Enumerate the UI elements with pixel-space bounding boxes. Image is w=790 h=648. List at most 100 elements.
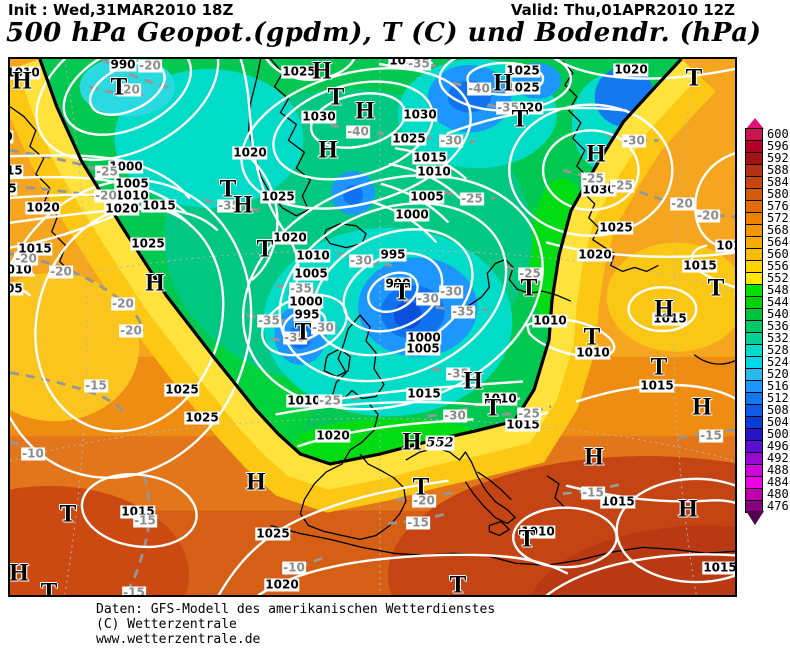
temperature-label: -20 — [670, 196, 694, 211]
pressure-label: 1015 — [10, 164, 24, 178]
pressure-label: 1005 — [405, 341, 441, 356]
colorbar-tick-label: 540 — [767, 307, 789, 321]
valid-time: Valid: Thu,01APR2010 12Z — [510, 1, 735, 19]
temperature-label: -30 — [349, 253, 373, 268]
colorbar-tick-label: 524 — [767, 355, 789, 369]
colorbar-tick-label: 556 — [767, 259, 789, 273]
pressure-label: 1015 — [702, 560, 737, 575]
pressure-center-letter: T — [110, 73, 128, 101]
pressure-label: 1020 — [104, 201, 140, 216]
temperature-label: -35 — [446, 366, 470, 381]
pressure-label: 1025 — [260, 189, 296, 204]
pressure-label: 1005 — [114, 176, 150, 191]
footer-line: Daten: GFS-Modell des amerikanischen Wet… — [96, 602, 496, 617]
temperature-label: -25 — [581, 171, 605, 186]
pressure-center-letter: H — [586, 140, 606, 168]
pressure-center-letter: H — [493, 69, 513, 97]
pressure-label: 1025 — [505, 63, 541, 78]
footer-line: www.wetterzentrale.de — [96, 632, 261, 647]
temperature-label: -15 — [699, 428, 723, 443]
pressure-center-letter: T — [219, 175, 237, 203]
pressure-label: 1030 — [581, 182, 617, 197]
temperature-label: -25 — [460, 191, 484, 206]
temperature-label: -10 — [21, 446, 45, 461]
pressure-label: 1035 — [388, 59, 424, 68]
temperature-label: -20 — [94, 188, 118, 203]
pressure-label: 1015 — [10, 182, 18, 196]
colorbar-tick-label: 532 — [767, 331, 789, 345]
temperature-label: -20 — [696, 208, 720, 223]
temperature-label: -30 — [622, 133, 646, 148]
temperature-label: -20 — [49, 264, 73, 279]
colorbar-tick-label: 508 — [767, 403, 789, 417]
pressure-center-letter: H — [312, 57, 332, 85]
temperature-label: -40 — [346, 124, 370, 139]
pressure-center-letter: T — [484, 394, 502, 422]
temperature-label: -35 — [283, 330, 307, 345]
pressure-label: 1015 — [600, 494, 636, 509]
pressure-label: 1020 — [264, 577, 300, 592]
colorbar-tick-label: 492 — [767, 451, 789, 465]
pressure-label: 1025 — [598, 220, 634, 235]
pressure-label: 1025 — [505, 80, 541, 95]
pressure-label: 1025 — [281, 64, 317, 79]
temperature-label: -40 — [467, 81, 491, 96]
colorbar-tick-label: 552 — [767, 271, 789, 285]
colorbar-tick-label: 496 — [767, 439, 789, 453]
pressure-center-letter: T — [327, 83, 345, 111]
pressure-center-letter: H — [9, 559, 29, 587]
pressure-center-letter: T — [412, 473, 430, 501]
colorbar-arrow-up-icon — [746, 118, 764, 129]
colorbar-arrow-down-icon — [746, 511, 764, 525]
pressure-center-letter: T — [520, 274, 538, 302]
colorbar-tick-label: 588 — [767, 163, 789, 177]
colorbar-tick-label: 572 — [767, 211, 789, 225]
pressure-center-letter: T — [583, 323, 601, 351]
pressure-label: 1000 — [406, 330, 442, 345]
temperature-label: -30 — [416, 291, 440, 306]
pressure-label: 1010 — [114, 188, 150, 203]
colorbar-tick-label: 480 — [767, 487, 789, 501]
pressure-label: 1005 — [10, 282, 24, 296]
colorbar-tick-label: 560 — [767, 247, 789, 261]
pressure-center-letter: T — [40, 578, 58, 597]
temperature-label: -30 — [311, 320, 335, 335]
colorbar-tick-label: 476 — [767, 499, 789, 513]
pressure-center-letter: H — [355, 97, 375, 125]
pressure-label: 1015 — [406, 386, 442, 401]
pressure-label: 1000 — [394, 207, 430, 222]
colorbar-tick-label: 504 — [767, 415, 789, 429]
temperature-label: -20 — [138, 58, 162, 73]
map-graphics — [10, 59, 735, 595]
temperature-label: -15 — [406, 515, 430, 530]
pressure-label: 1010 — [295, 248, 331, 263]
temperature-label: -25 — [518, 266, 542, 281]
pressure-center-letter: H — [692, 393, 712, 421]
pressure-label: 1015 — [141, 198, 177, 213]
pressure-center-letter: H — [463, 367, 483, 395]
colorbar-tick-label: 500 — [767, 427, 789, 441]
pressure-label: 1000 — [288, 294, 324, 309]
colorbar-tick-label: 536 — [767, 319, 789, 333]
pressure-center-letter: T — [59, 500, 77, 528]
colorbar-tick-label: 596 — [767, 139, 789, 153]
temperature-label: -25 — [318, 393, 342, 408]
temperature-label: -35 — [496, 100, 520, 115]
colorbar-tick-label: 600 — [767, 127, 789, 141]
header: Init : Wed,31MAR2010 18Z Valid: Thu,01AP… — [8, 1, 735, 19]
temperature-label: -25 — [517, 406, 541, 421]
pressure-label: 1025 — [130, 236, 166, 251]
pressure-center-letter: H — [246, 468, 266, 496]
pressure-label: 995 — [379, 247, 407, 262]
pressure-label: 1020 — [232, 145, 268, 160]
temperature-label: -20 — [117, 82, 141, 97]
colorbar-tick-label: 484 — [767, 475, 789, 489]
pressure-label: 1020 — [272, 230, 308, 245]
pressure-label: 1015 — [505, 417, 541, 432]
temperature-label: -25 — [95, 164, 119, 179]
pressure-label: 1025 — [391, 131, 427, 146]
geopotential-552-label: 552 — [425, 435, 455, 451]
temperature-label: -25 — [610, 178, 634, 193]
pressure-label: 1025 — [164, 382, 200, 397]
colorbar-tick-label: 592 — [767, 151, 789, 165]
